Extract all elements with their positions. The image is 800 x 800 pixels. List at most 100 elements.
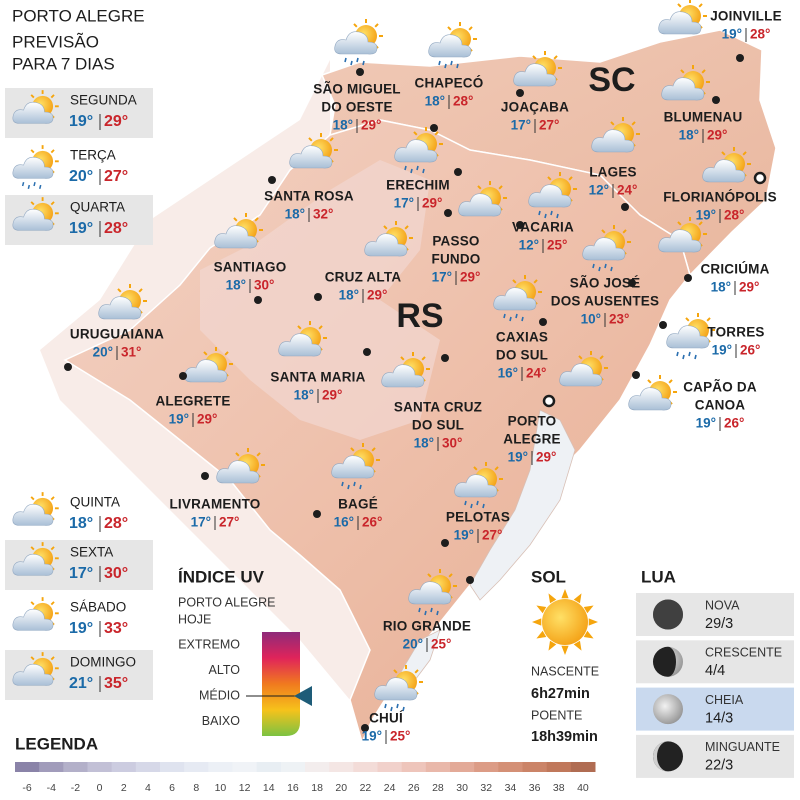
day-name: DOMINGO [70, 655, 136, 670]
weather-icon [278, 321, 327, 357]
city-max: 28° [750, 27, 770, 42]
legend-swatch [425, 762, 451, 772]
city-dot [712, 96, 720, 104]
cloud [334, 31, 378, 55]
city-min: 17° [511, 118, 531, 133]
city-name: ERECHIM [386, 178, 450, 193]
weather-icon [702, 147, 751, 183]
legend-swatch [208, 762, 233, 772]
sun-ray [498, 185, 503, 190]
day-min: 17° [69, 565, 93, 582]
legend-swatch [280, 762, 306, 772]
city-min: 17° [394, 196, 414, 211]
city-min: 16° [334, 515, 354, 530]
rain-drop [676, 351, 679, 357]
city-max: 29° [361, 118, 381, 133]
moon-date: 14/3 [705, 710, 733, 726]
city-name: CHUÍ [369, 711, 404, 726]
city-min: 12° [519, 238, 539, 253]
city-min: 18° [294, 388, 314, 403]
legend-swatch [256, 762, 282, 772]
cloud [331, 455, 375, 479]
uv-title: ÍNDICE UV [178, 567, 265, 586]
cloud [364, 233, 408, 257]
city-max: 27° [219, 515, 239, 530]
legend-swatch [87, 762, 113, 772]
city-max: 29° [460, 270, 480, 285]
sun-ray [30, 601, 35, 606]
legend-label: 6 [169, 782, 175, 794]
sun-ray [383, 225, 388, 230]
sun-ray [421, 356, 426, 361]
moon-icon [653, 646, 683, 677]
city-name: DO OESTE [321, 100, 392, 115]
city-dot [516, 89, 524, 97]
sun-ray [477, 185, 482, 190]
cloud [658, 229, 702, 253]
moon-disc [653, 741, 683, 772]
day-max: 30° [104, 565, 128, 582]
legend-swatch [401, 762, 427, 772]
day-max: 27° [104, 168, 128, 185]
weather-icon [661, 65, 710, 101]
city-max: 26° [362, 515, 382, 530]
cloud [428, 34, 472, 58]
capital-marker [753, 171, 767, 185]
city-max: 26° [740, 343, 760, 358]
legend-label: 0 [97, 782, 103, 794]
rain-drop [509, 316, 512, 322]
city-dot [64, 363, 72, 371]
city-name: CANOA [695, 398, 746, 413]
weather-icon [12, 597, 59, 631]
city-max: 27° [482, 528, 502, 543]
city-name: DOS AUSENTES [551, 294, 659, 309]
city-dot [313, 510, 321, 518]
rain-drop [39, 184, 42, 190]
sun-ray [50, 94, 55, 99]
rain-drop [27, 184, 31, 190]
moon-phase: NOVA [705, 598, 740, 612]
weather-icon [458, 181, 507, 217]
sun-ray [235, 452, 240, 457]
rain-drop [610, 266, 613, 272]
sunrise-time: 6h27min [531, 686, 590, 702]
legend-label: 8 [193, 782, 199, 794]
uv-level: MÉDIO [199, 687, 240, 702]
city-name: DO SUL [412, 418, 464, 433]
moon-icon [653, 694, 683, 725]
subtitle: PARA 7 DIAS [12, 54, 115, 73]
legend-swatch [498, 762, 523, 772]
day-max: 33° [104, 620, 128, 637]
city-min: 19° [362, 729, 382, 744]
uv-level: EXTREMO [178, 637, 240, 651]
city-name: SÃO MIGUEL [313, 82, 401, 97]
weather-icon [12, 542, 59, 576]
city-dot [430, 124, 438, 132]
legend-swatch [135, 762, 161, 772]
cloud [582, 237, 626, 261]
legend-label: -6 [22, 782, 31, 794]
rain-drop [353, 481, 356, 487]
city-min: 17° [191, 515, 211, 530]
weather-icon [184, 347, 233, 383]
sun-ray [706, 317, 711, 322]
legend-label: -4 [47, 782, 56, 794]
city-dot [268, 176, 276, 184]
weather-icon [381, 352, 430, 388]
weather-icon [394, 127, 443, 174]
city-min: 19° [454, 528, 474, 543]
city-min: 19° [722, 27, 742, 42]
legend-swatch [474, 762, 499, 772]
weather-icon [216, 448, 265, 484]
rain-drop [515, 313, 518, 319]
sun-ray [50, 601, 55, 606]
weather-icon [528, 172, 577, 219]
day-max: 29° [104, 113, 128, 130]
city-name: CRICIÚMA [700, 262, 769, 277]
city-name: TORRES [707, 325, 764, 340]
legend-swatch [63, 762, 88, 772]
rain-drop [592, 263, 595, 269]
neighbor-land [40, 60, 370, 700]
sun-ray [610, 121, 615, 126]
city-min: 16° [498, 366, 518, 381]
